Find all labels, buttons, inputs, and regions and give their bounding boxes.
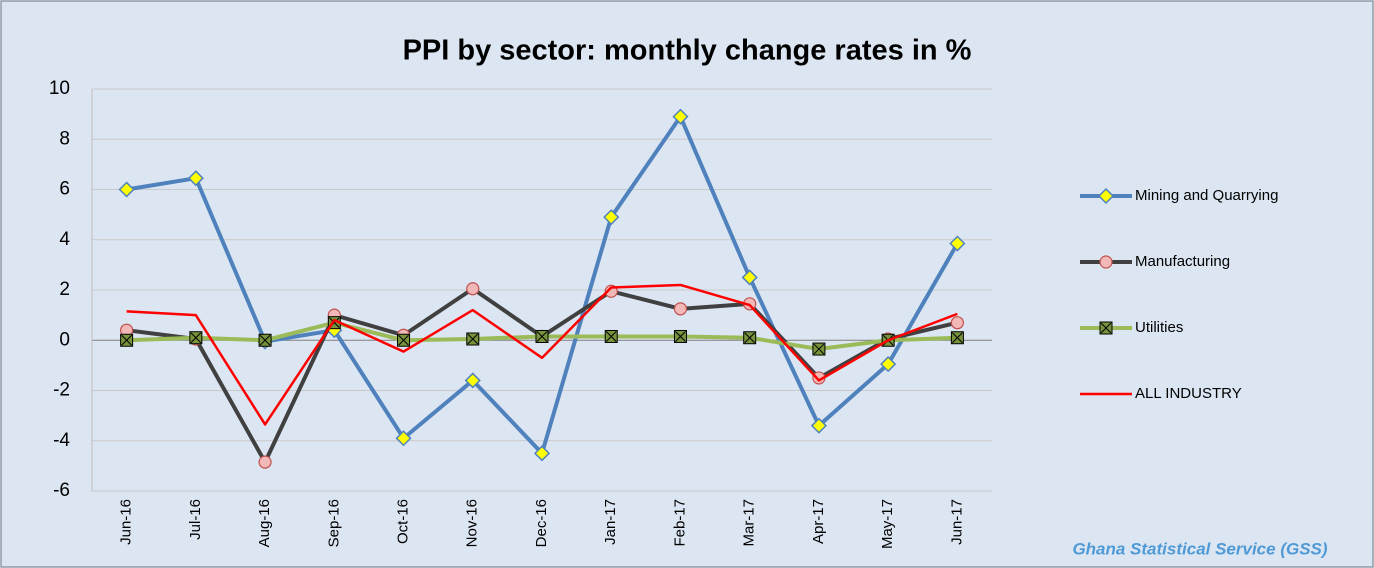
y-tick-label: 4 xyxy=(59,229,70,250)
x-tick-label: May-17 xyxy=(879,499,896,549)
y-tick-label: 6 xyxy=(59,179,70,200)
chart-title: PPI by sector: monthly change rates in % xyxy=(403,35,972,67)
marker-diamond xyxy=(187,170,204,187)
x-tick-label: Sep-16 xyxy=(325,499,342,547)
marker-circle xyxy=(1099,255,1113,269)
series-line xyxy=(126,283,958,426)
data-point xyxy=(604,329,618,343)
x-tick-label: Dec-16 xyxy=(533,499,550,547)
data-point xyxy=(189,331,203,345)
legend-marker xyxy=(1099,321,1113,335)
y-tick-label: 8 xyxy=(59,128,70,149)
marker-cross xyxy=(121,334,132,346)
data-point xyxy=(258,333,272,347)
data-point xyxy=(466,282,480,296)
legend-label: Utilities xyxy=(1135,319,1183,336)
data-point xyxy=(880,356,897,373)
marker-diamond xyxy=(464,372,481,389)
data-point xyxy=(258,455,272,469)
data-point xyxy=(673,302,688,316)
y-tick-label: -6 xyxy=(53,480,70,501)
legend-label: Mining and Quarrying xyxy=(1135,187,1278,204)
marker-cross xyxy=(675,331,686,342)
legend-marker xyxy=(1097,187,1115,205)
marker-diamond xyxy=(395,430,412,447)
data-point xyxy=(120,333,134,347)
marker-cross xyxy=(744,332,756,344)
legend-label: ALL INDUSTRY xyxy=(1135,385,1242,402)
data-point xyxy=(672,108,689,125)
marker-diamond xyxy=(880,356,897,373)
marker-circle xyxy=(673,302,688,316)
x-tick-label: Mar-17 xyxy=(741,499,758,547)
marker-diamond xyxy=(949,235,966,252)
data-point xyxy=(950,331,964,345)
x-tick-label: Jul-16 xyxy=(187,499,204,540)
x-tick-label: Jun-16 xyxy=(118,499,135,545)
data-point xyxy=(950,316,964,330)
data-point xyxy=(464,372,481,389)
source-note: Ghana Statistical Service (GSS) xyxy=(1072,539,1327,558)
marker-cross xyxy=(190,332,202,344)
marker-diamond xyxy=(533,445,551,462)
y-tick-label: 10 xyxy=(49,78,70,99)
marker-diamond xyxy=(603,209,620,226)
marker-circle xyxy=(466,282,480,296)
data-point xyxy=(741,269,758,286)
marker-cross xyxy=(467,333,479,345)
marker-circle xyxy=(950,316,964,330)
x-tick-label: Apr-17 xyxy=(810,499,827,544)
data-point xyxy=(187,170,204,187)
x-tick-label: Oct-16 xyxy=(395,499,412,544)
data-point xyxy=(535,329,549,343)
marker-cross xyxy=(605,331,617,342)
y-tick-label: 2 xyxy=(59,279,70,300)
marker-diamond xyxy=(672,108,689,125)
x-tick-label: Jun-17 xyxy=(948,499,965,545)
x-tick-label: Feb-17 xyxy=(671,499,688,547)
data-point xyxy=(949,235,966,252)
x-tick-label: Aug-16 xyxy=(256,499,273,547)
marker-cross xyxy=(536,331,548,342)
legend-marker xyxy=(1099,255,1113,269)
marker-cross xyxy=(259,334,271,346)
data-point xyxy=(743,331,757,345)
data-point xyxy=(395,430,412,447)
legend-label: Manufacturing xyxy=(1135,253,1230,270)
data-point xyxy=(603,209,620,226)
marker-cross xyxy=(398,334,409,346)
data-point xyxy=(118,181,135,198)
data-point xyxy=(810,417,827,434)
data-point xyxy=(397,333,411,347)
marker-circle xyxy=(258,455,272,469)
data-point xyxy=(812,342,826,356)
marker-diamond xyxy=(1097,187,1115,205)
marker-cross xyxy=(952,332,963,344)
data-point xyxy=(673,329,687,343)
marker-cross xyxy=(813,343,825,355)
y-tick-label: -4 xyxy=(53,430,70,451)
x-tick-label: Nov-16 xyxy=(464,499,481,547)
marker-diamond xyxy=(741,269,758,286)
marker-diamond xyxy=(810,417,827,434)
data-point xyxy=(533,445,551,462)
y-tick-label: 0 xyxy=(59,329,70,350)
marker-diamond xyxy=(118,181,135,198)
data-point xyxy=(466,332,480,346)
marker-cross xyxy=(1100,322,1112,334)
y-tick-label: -2 xyxy=(53,380,70,401)
x-tick-label: Jan-17 xyxy=(602,499,619,545)
